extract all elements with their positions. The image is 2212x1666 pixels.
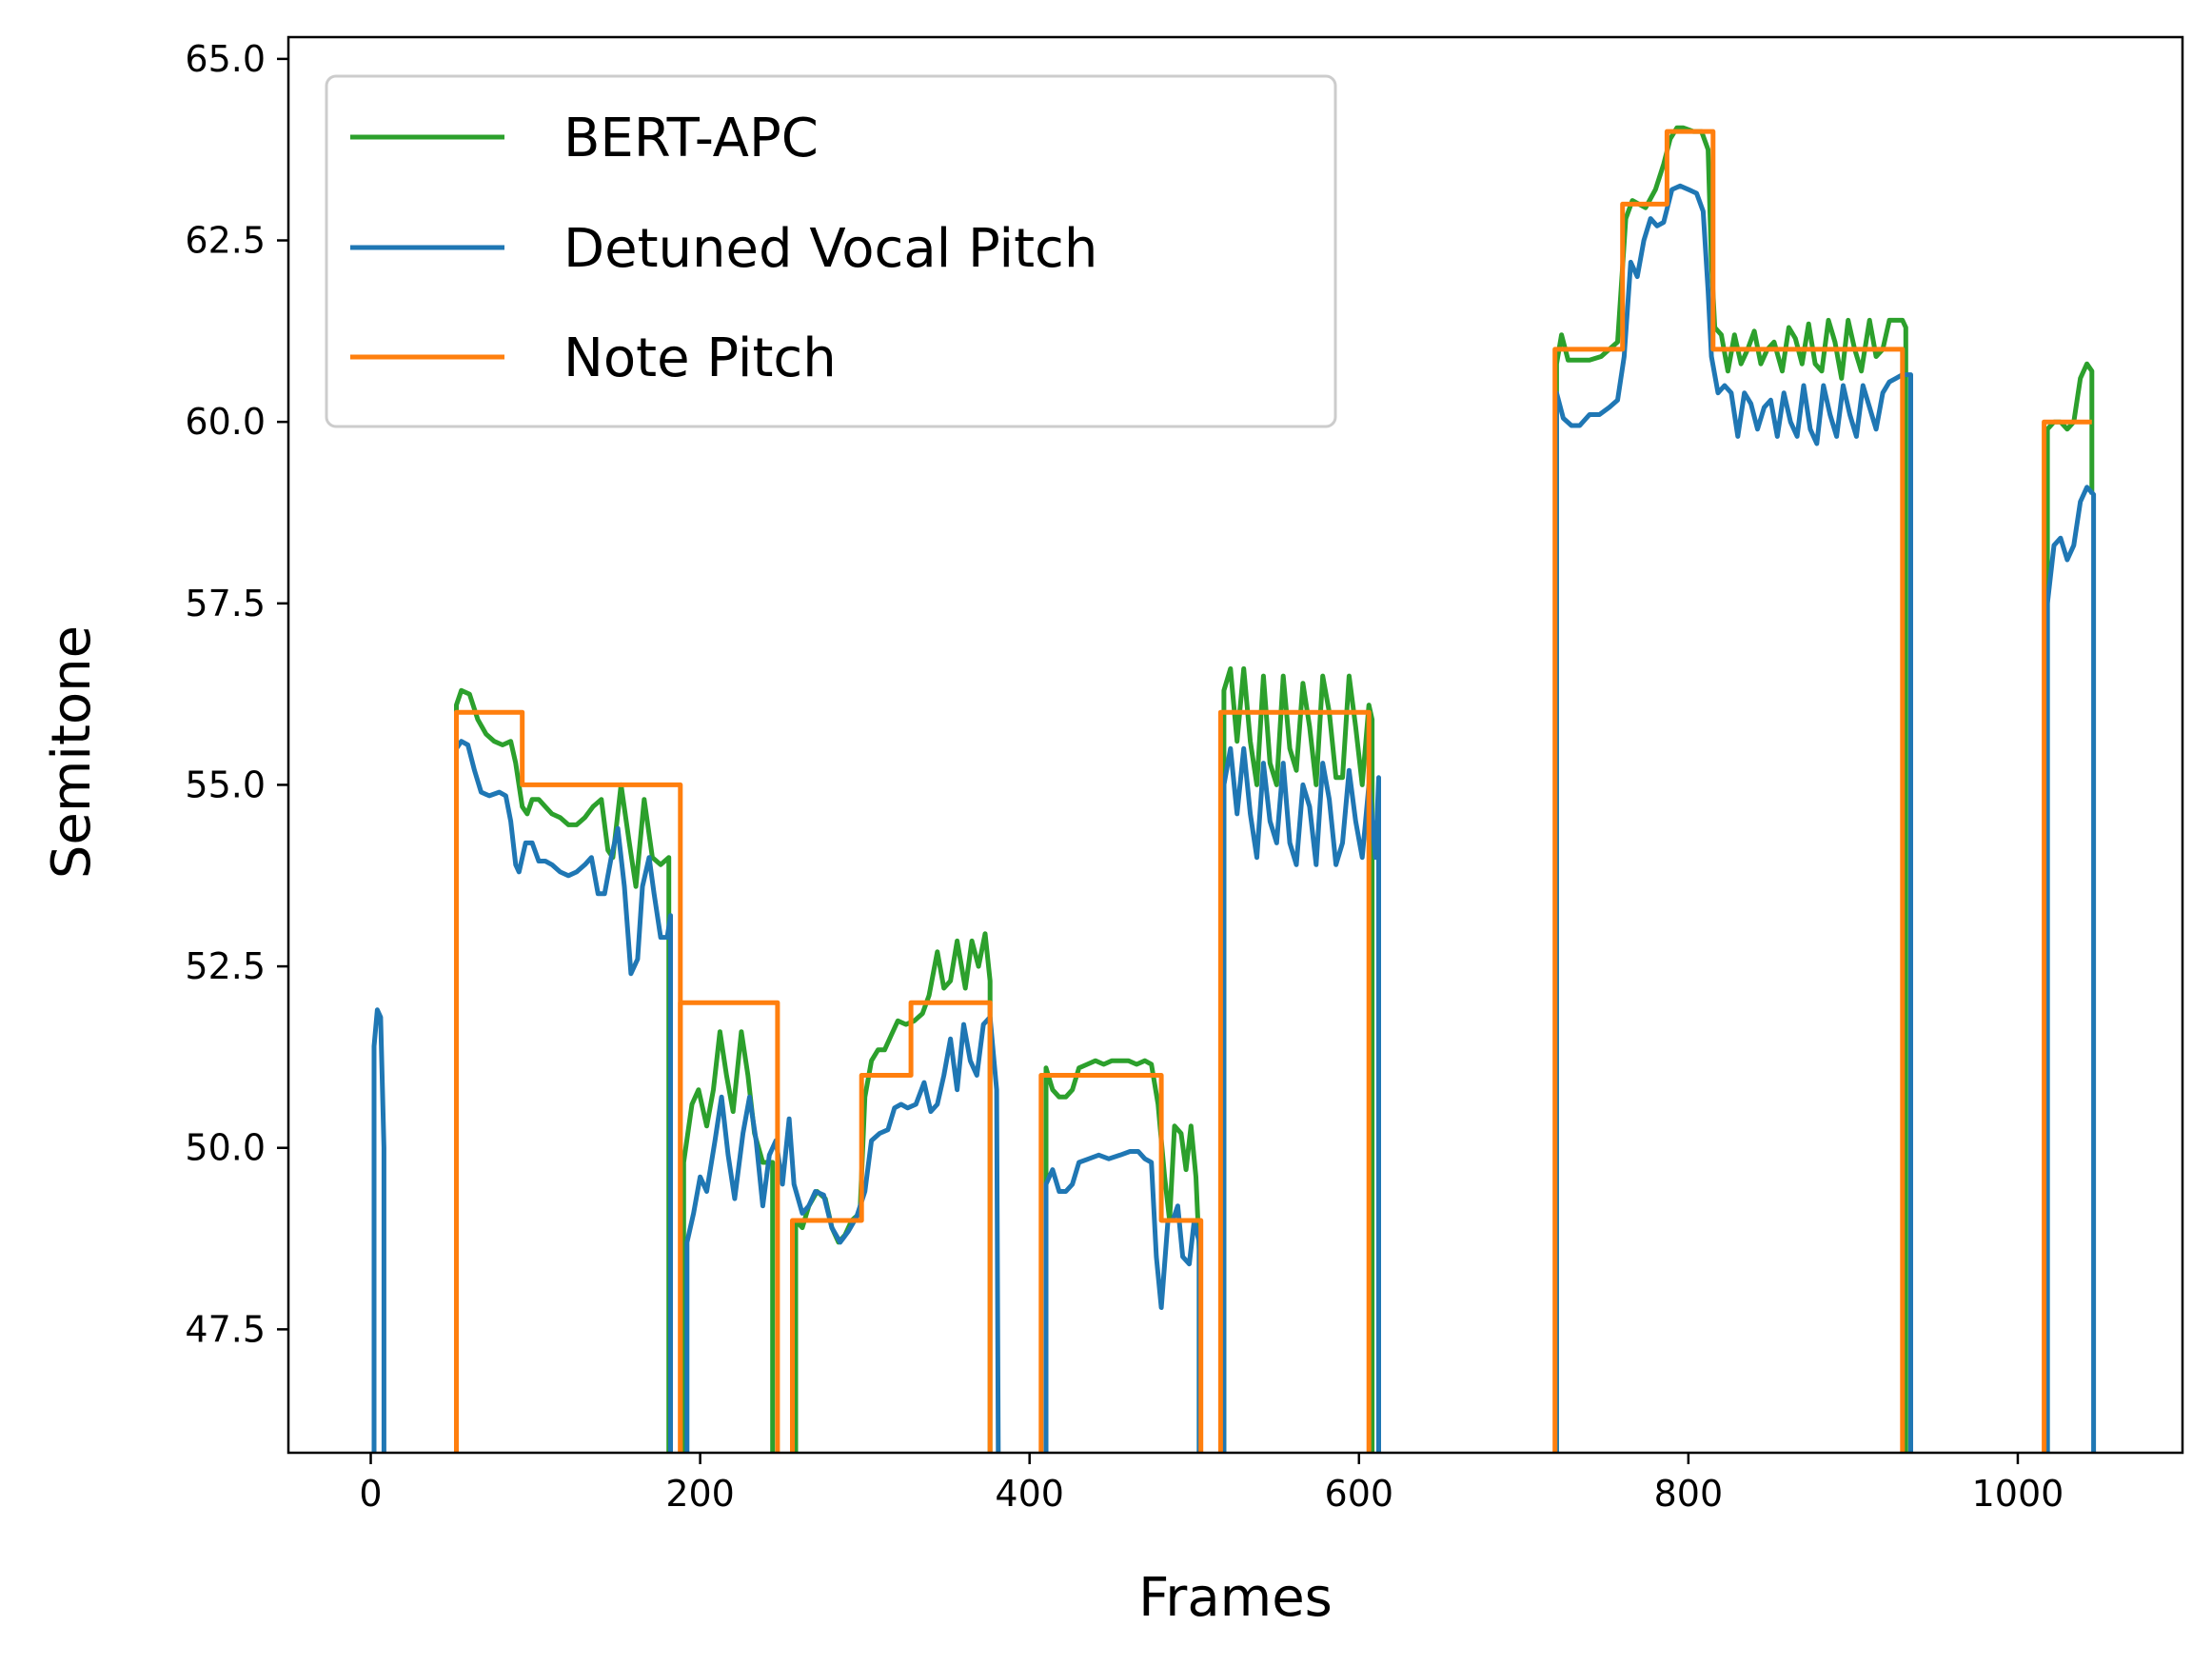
x-tick-label: 1000 [1972,1473,2064,1515]
series-note-pitch-segment-3 [1038,1073,1204,1453]
series-bert-apc-segment-3 [1043,1058,1202,1453]
series-note-pitch-segment-5 [1552,129,1906,1453]
series-detuned-vocal-pitch-segment-3 [1043,1149,1202,1453]
legend-label-detuned-vocal-pitch: Detuned Vocal Pitch [563,218,1097,280]
series-detuned-vocal-pitch-segment-0 [371,1007,386,1453]
y-tick-label: 55.0 [185,764,266,805]
series-detuned-vocal-pitch [371,183,2097,1453]
x-tick-label: 400 [995,1473,1064,1515]
y-tick-label: 47.5 [185,1308,266,1350]
series-bert-apc-segment-0 [454,687,672,1453]
legend: BERT-APC Detuned Vocal Pitch Note Pitch [325,74,1337,428]
x-tick-label: 600 [1325,1473,1394,1515]
series-note-pitch [454,129,2092,1453]
x-axis-label: Frames [1138,1567,1333,1629]
series-note-pitch-segment-6 [2042,419,2092,1453]
series-note-pitch-segment-4 [1217,709,1372,1453]
series-note-pitch-segment-0 [454,709,683,1453]
y-tick-label: 62.5 [185,220,266,262]
legend-label-note-pitch: Note Pitch [563,327,837,389]
series-bert-apc-segment-1 [681,1029,776,1453]
x-tick-label: 800 [1654,1473,1724,1515]
y-tick-label: 57.5 [185,583,266,625]
series-detuned-vocal-pitch-segment-4 [1221,745,1381,1453]
series-bert-apc-segment-6 [2044,361,2095,1453]
series-bert-apc-segment-4 [1221,665,1375,1453]
series-note-pitch-segment-2 [790,1000,993,1453]
series-detuned-vocal-pitch-segment-5 [1553,183,1913,1453]
series-detuned-vocal-pitch-segment-6 [2044,485,2097,1453]
plot-series-layer [371,125,2097,1453]
plot-frame [286,35,2184,1455]
legend-label-bert-apc: BERT-APC [563,108,819,169]
x-axis: 0 200 400 600 800 1000 [359,1453,2064,1515]
series-note-pitch-segment-1 [678,1000,780,1453]
x-tick-label: 200 [665,1473,735,1515]
legend-box [325,74,1337,428]
series-detuned-vocal-pitch-segment-2 [684,1015,1001,1453]
y-tick-label: 50.0 [185,1127,266,1169]
y-axis-label: Semitone [41,625,103,879]
y-axis: 47.5 50.0 52.5 55.0 57.5 60.0 62.5 65.0 [185,38,288,1350]
y-tick-label: 60.0 [185,401,266,443]
x-tick-label: 0 [359,1473,382,1515]
y-tick-label: 52.5 [185,945,266,987]
series-detuned-vocal-pitch-segment-1 [454,739,673,1453]
y-tick-label: 65.0 [185,38,266,80]
